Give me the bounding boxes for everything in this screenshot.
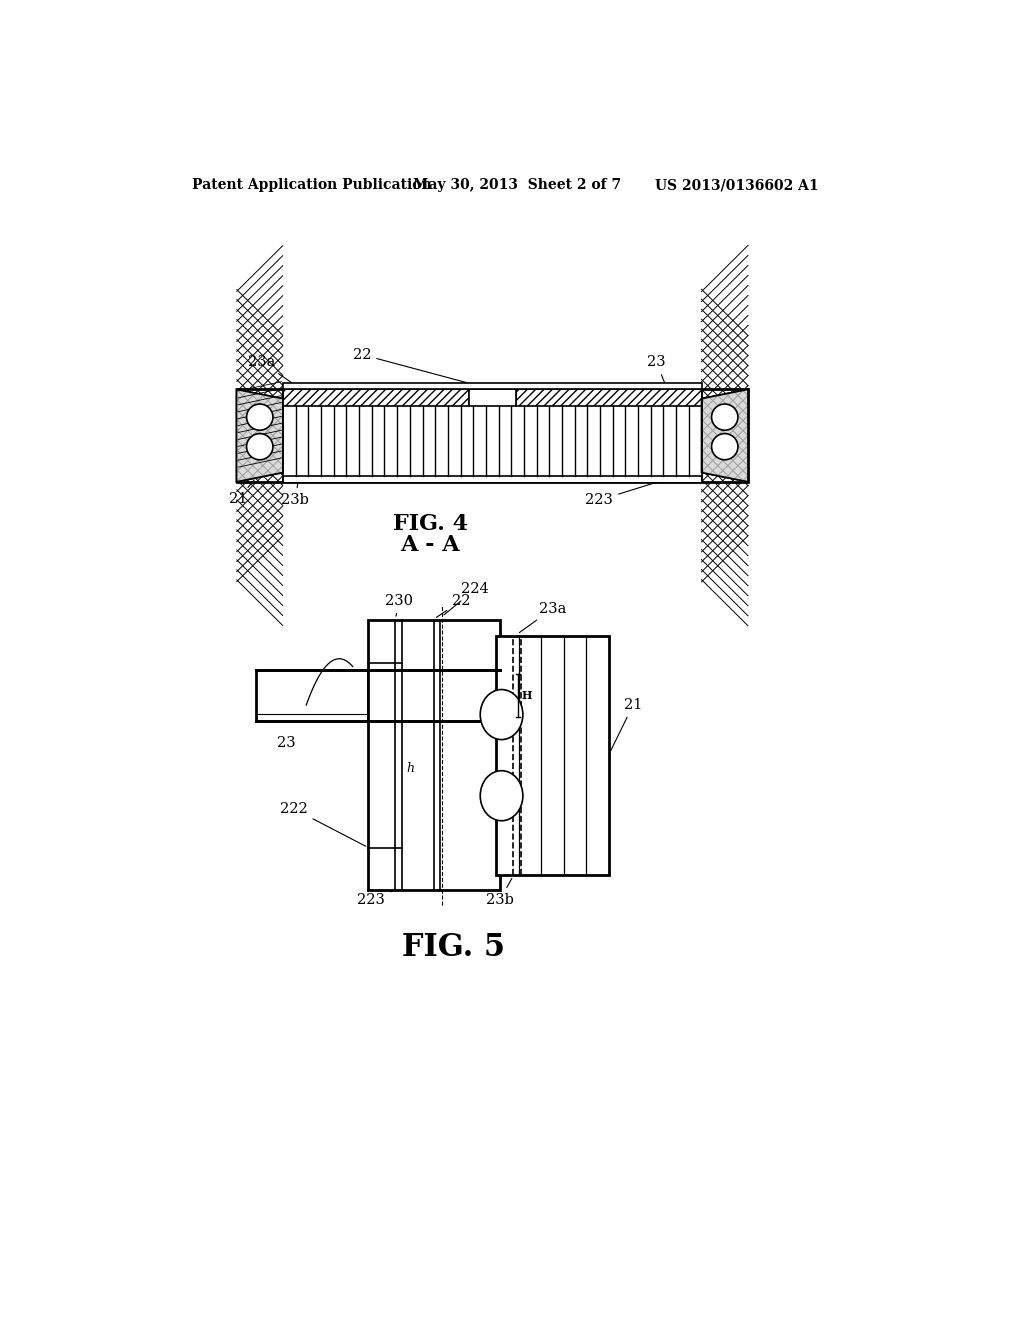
Circle shape [712, 433, 738, 459]
Text: 223: 223 [586, 479, 668, 507]
Text: 22: 22 [436, 594, 470, 618]
Bar [283, 389, 701, 482]
Text: Patent Application Publication: Patent Application Publication [191, 178, 431, 193]
Text: 23b: 23b [282, 480, 309, 507]
Text: 23b: 23b [486, 879, 514, 907]
Polygon shape [237, 389, 283, 482]
Circle shape [712, 404, 738, 430]
Text: 230: 230 [385, 594, 414, 616]
Polygon shape [237, 389, 283, 482]
Bar [283, 389, 469, 407]
Text: A - A: A - A [400, 535, 460, 556]
Ellipse shape [480, 771, 523, 821]
Text: FIG. 5: FIG. 5 [402, 932, 505, 964]
Circle shape [247, 404, 273, 430]
Text: FIG. 4: FIG. 4 [393, 513, 468, 535]
Bar [283, 383, 701, 389]
Ellipse shape [480, 689, 523, 739]
Bar [469, 389, 515, 407]
Text: May 30, 2013  Sheet 2 of 7: May 30, 2013 Sheet 2 of 7 [414, 178, 622, 193]
Text: 222: 222 [280, 803, 366, 846]
Text: 224: 224 [444, 582, 489, 615]
Text: 22: 22 [352, 347, 466, 383]
Bar [496, 636, 608, 875]
Polygon shape [701, 389, 748, 482]
Text: 21: 21 [609, 698, 642, 752]
Circle shape [247, 433, 273, 459]
Text: 23: 23 [276, 737, 296, 751]
Bar [237, 389, 748, 482]
Bar [515, 389, 701, 407]
Text: 23a: 23a [519, 602, 566, 632]
Text: US 2013/0136602 A1: US 2013/0136602 A1 [655, 178, 818, 193]
Bar [256, 671, 369, 721]
Text: 23: 23 [647, 355, 670, 395]
Polygon shape [701, 389, 748, 482]
Bar [369, 620, 500, 890]
Text: H: H [521, 690, 531, 701]
Text: h: h [407, 762, 415, 775]
Text: 21: 21 [228, 480, 254, 507]
Text: 223: 223 [357, 891, 393, 907]
Text: 23a: 23a [248, 355, 311, 396]
